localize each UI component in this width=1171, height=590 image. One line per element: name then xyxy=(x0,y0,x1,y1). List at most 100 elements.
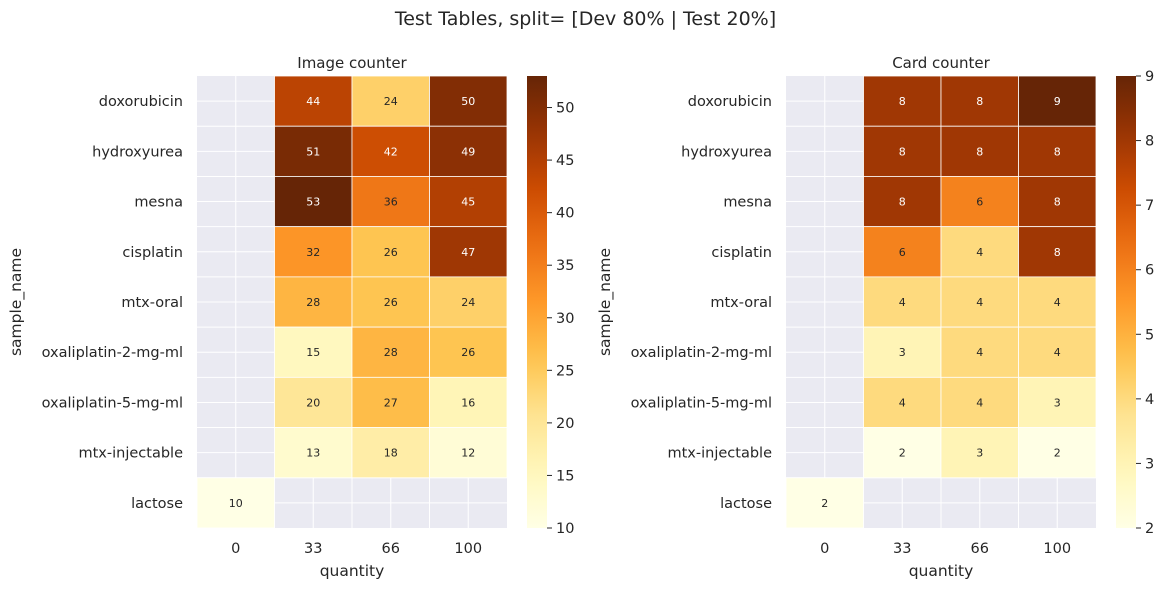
heatmap-cell-oxaliplatin-5-mg-ml-66 xyxy=(940,376,1019,428)
cell-value-label: 16 xyxy=(461,396,475,409)
heatmap-cell-doxorubicin-33 xyxy=(863,75,942,127)
x-tick-label: 33 xyxy=(304,541,322,557)
heatmap-cell-oxaliplatin-2-mg-ml-33 xyxy=(274,326,353,378)
cell-value-label: 50 xyxy=(461,95,475,108)
heatmap-cell-cisplatin-66 xyxy=(351,226,430,278)
cell-value-label: 44 xyxy=(306,95,320,108)
cell-value-label: 32 xyxy=(306,246,320,259)
y-tick-label: oxaliplatin-5-mg-ml xyxy=(42,395,183,411)
x-tick-label: 0 xyxy=(820,541,829,557)
heatmap-cell-mtx-oral-100 xyxy=(1018,276,1097,328)
y-tick-label: lactose xyxy=(131,496,183,512)
cell-value-label: 36 xyxy=(384,196,398,209)
heatmap-cell-cisplatin-33 xyxy=(863,226,942,278)
cell-value-label: 8 xyxy=(1054,196,1061,209)
x-axis-label: quantity xyxy=(320,562,385,580)
heatmap-cell-oxaliplatin-5-mg-ml-33 xyxy=(274,376,353,428)
y-axis-label: sample_name xyxy=(596,248,615,356)
cell-value-label: 4 xyxy=(899,396,906,409)
cell-value-label: 26 xyxy=(384,296,398,309)
cell-value-label: 8 xyxy=(1054,145,1061,158)
x-tick-label: 33 xyxy=(893,541,911,557)
y-tick-label: mesna xyxy=(723,195,772,211)
cell-value-label: 8 xyxy=(976,95,983,108)
cell-value-label: 45 xyxy=(461,196,475,209)
heatmap-cell-mtx-oral-66 xyxy=(940,276,1019,328)
heatmap-cell-mtx-injectable-66 xyxy=(351,427,430,479)
chart-title: Image counter xyxy=(297,54,407,72)
colorbar-tick-label: 3 xyxy=(1145,456,1154,472)
cell-value-label: 26 xyxy=(461,346,475,359)
cell-value-label: 47 xyxy=(461,246,475,259)
cell-value-label: 28 xyxy=(306,296,320,309)
colorbar-tick-label: 9 xyxy=(1145,69,1154,85)
cell-value-label: 24 xyxy=(384,95,398,108)
colorbar-tick-label: 4 xyxy=(1145,392,1154,408)
cell-value-label: 8 xyxy=(899,196,906,209)
y-tick-label: doxorubicin xyxy=(99,94,183,110)
cell-value-label: 4 xyxy=(976,246,983,259)
heatmap-cell-oxaliplatin-2-mg-ml-66 xyxy=(351,326,430,378)
cell-value-label: 9 xyxy=(1054,95,1061,108)
heatmap-cell-mtx-injectable-33 xyxy=(863,427,942,479)
colorbar-tick-label: 20 xyxy=(556,416,574,432)
heatmap-cell-mtx-oral-66 xyxy=(351,276,430,328)
x-axis-label: quantity xyxy=(909,562,974,580)
colorbar-tick-label: 40 xyxy=(556,206,574,222)
y-tick-label: mtx-oral xyxy=(710,295,772,311)
cell-value-label: 4 xyxy=(1054,296,1061,309)
cell-value-label: 3 xyxy=(1054,396,1061,409)
cell-value-label: 4 xyxy=(976,296,983,309)
heatmap-cell-mesna-100 xyxy=(1018,176,1097,228)
y-axis-label: sample_name xyxy=(7,248,26,356)
cell-value-label: 13 xyxy=(306,447,320,460)
cell-value-label: 51 xyxy=(306,145,320,158)
colorbar-tick-label: 6 xyxy=(1145,263,1154,279)
cell-value-label: 3 xyxy=(976,447,983,460)
cell-value-label: 4 xyxy=(976,346,983,359)
chart-title: Card counter xyxy=(892,54,990,72)
x-tick-label: 0 xyxy=(231,541,240,557)
y-tick-label: mtx-injectable xyxy=(79,446,184,462)
cell-value-label: 4 xyxy=(899,296,906,309)
heatmap-panel-image-counter: 44 24 50 51 42 49 53 36 45 32 26 47 28 26 24 15 28 26 20 27… xyxy=(7,54,574,580)
figure-title: Test Tables, split= [Dev 80% | Test 20%] xyxy=(394,8,777,30)
heatmap-cell-cisplatin-100 xyxy=(1018,226,1097,278)
y-tick-label: hydroxyurea xyxy=(92,144,183,160)
cell-value-label: 3 xyxy=(899,346,906,359)
y-tick-label: doxorubicin xyxy=(688,94,772,110)
x-tick-label: 100 xyxy=(454,541,482,557)
heatmap-cell-doxorubicin-66 xyxy=(940,75,1019,127)
colorbar xyxy=(1116,76,1136,528)
colorbar-tick-label: 15 xyxy=(556,468,574,484)
colorbar-tick-label: 45 xyxy=(556,153,574,169)
y-tick-label: cisplatin xyxy=(711,245,772,261)
cell-value-label: 2 xyxy=(821,497,828,510)
x-tick-label: 100 xyxy=(1043,541,1071,557)
y-tick-label: hydroxyurea xyxy=(681,144,772,160)
cell-value-label: 8 xyxy=(899,145,906,158)
cell-value-label: 53 xyxy=(306,196,320,209)
heatmap-cell-mesna-33 xyxy=(863,176,942,228)
cell-value-label: 27 xyxy=(384,396,398,409)
heatmap-cell-lactose-0 xyxy=(785,477,864,529)
y-tick-label: cisplatin xyxy=(122,245,183,261)
colorbar-tick-label: 35 xyxy=(556,258,574,274)
colorbar-tick-label: 30 xyxy=(556,311,574,327)
cell-value-label: 2 xyxy=(899,447,906,460)
colorbar-tick-label: 5 xyxy=(1145,327,1154,343)
heatmap-cell-oxaliplatin-5-mg-ml-33 xyxy=(863,376,942,428)
cell-value-label: 4 xyxy=(976,396,983,409)
heatmap-cell-oxaliplatin-5-mg-ml-100 xyxy=(1018,376,1097,428)
cell-value-label: 18 xyxy=(384,447,398,460)
colorbar-tick-label: 8 xyxy=(1145,134,1154,150)
colorbar xyxy=(527,76,547,528)
colorbar-tick-label: 25 xyxy=(556,363,574,379)
heatmap-panel-card-counter: 8 8 9 8 8 8 8 6 8 6 4 8 4 4 4 3 4 4 4 4 3 2 3 2 2 Card counter dox… xyxy=(596,54,1154,580)
cell-value-label: 10 xyxy=(229,497,243,510)
heatmap-cell-lactose-0 xyxy=(196,477,275,529)
cell-value-label: 12 xyxy=(461,447,475,460)
y-tick-label: mtx-oral xyxy=(121,295,183,311)
heatmap-cell-hydroxyurea-100 xyxy=(1018,125,1097,177)
y-tick-label: mesna xyxy=(134,195,183,211)
